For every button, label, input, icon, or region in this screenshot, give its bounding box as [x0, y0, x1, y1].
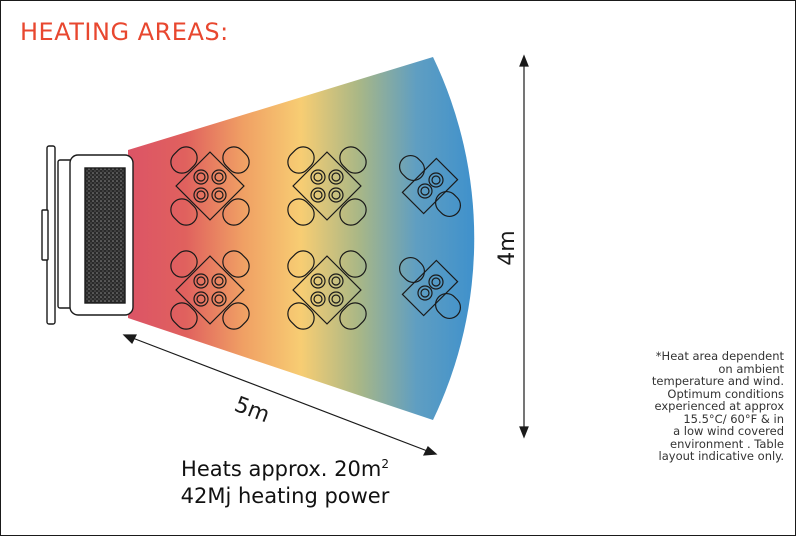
chair [339, 302, 367, 330]
place-setting [193, 169, 209, 185]
place-setting [193, 273, 209, 289]
table-four-seat [287, 146, 367, 226]
chair [287, 146, 315, 174]
place-setting [417, 285, 433, 301]
place-setting [428, 274, 444, 290]
heater-unit [41, 145, 134, 325]
heats-area-line: Heats approx. 20m2 [140, 456, 430, 483]
place-setting [211, 169, 227, 185]
place-setting [193, 291, 209, 307]
chair [222, 302, 250, 330]
table-top [292, 255, 362, 325]
table-four-seat [170, 146, 250, 226]
place-setting [211, 291, 227, 307]
table-four-seat [287, 250, 367, 330]
page-title: HEATING AREAS: [20, 18, 229, 46]
depth-dimension-arrow [122, 334, 438, 456]
chair [170, 250, 198, 278]
table-two-seat [398, 154, 462, 218]
place-setting [310, 169, 326, 185]
chair [287, 250, 315, 278]
place-setting [328, 169, 344, 185]
chair [222, 198, 250, 226]
table-top [175, 151, 245, 221]
chair [170, 302, 198, 330]
chair [434, 292, 462, 320]
table-layout [170, 146, 462, 330]
table-top [292, 151, 362, 221]
place-setting [310, 291, 326, 307]
heat-area-wedge [128, 57, 475, 420]
chair [434, 190, 462, 218]
chair [398, 154, 426, 182]
chair [287, 302, 315, 330]
place-setting [193, 187, 209, 203]
heats-area-unit-sup: 2 [381, 457, 389, 471]
table-two-seat [398, 256, 462, 320]
footnote: *Heat area dependent on ambient temperat… [651, 349, 784, 463]
place-setting [328, 291, 344, 307]
chair [339, 198, 367, 226]
heating-summary: Heats approx. 20m2 42Mj heating power [140, 456, 430, 511]
place-setting [328, 187, 344, 203]
heats-area-text: Heats approx. 20m [181, 457, 382, 481]
chair [222, 146, 250, 174]
table-top [401, 259, 459, 317]
heating-power-line: 42Mj heating power [180, 484, 390, 509]
table-four-seat [170, 250, 250, 330]
heater-element-grille [84, 167, 126, 304]
place-setting [211, 187, 227, 203]
depth-label: 5m [231, 392, 273, 428]
width-label: 4m [495, 230, 520, 265]
place-setting [211, 273, 227, 289]
chair [170, 146, 198, 174]
heater-mount-clip [41, 209, 49, 261]
chair [339, 250, 367, 278]
place-setting [428, 172, 444, 188]
chair [170, 198, 198, 226]
table-top [175, 255, 245, 325]
place-setting [310, 187, 326, 203]
place-setting [417, 183, 433, 199]
chair [339, 146, 367, 174]
chair [287, 198, 315, 226]
chair [398, 256, 426, 284]
table-top [401, 157, 459, 215]
width-dimension-arrow [519, 54, 529, 439]
chair [222, 250, 250, 278]
place-setting [328, 273, 344, 289]
place-setting [310, 273, 326, 289]
